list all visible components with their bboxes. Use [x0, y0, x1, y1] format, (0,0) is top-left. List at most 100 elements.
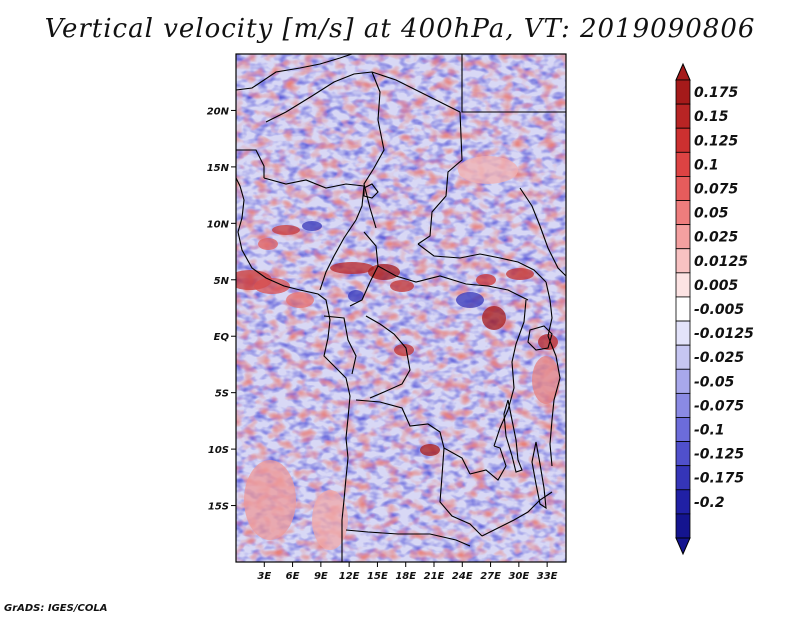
colorbar-level-label: -0.2: [694, 495, 725, 511]
hotspot-blob: [368, 264, 400, 280]
lat-tick-label: 5N: [214, 276, 230, 287]
hotspot-blob: [272, 225, 300, 235]
colorbar-swatch: [675, 441, 691, 467]
colorbar-swatch: [675, 489, 691, 515]
colorbar-swatch: [675, 296, 691, 322]
map-frame: [235, 53, 567, 563]
lon-tick-label: 6E: [286, 571, 300, 582]
colorbar-level-label: 0.05: [694, 206, 729, 222]
longitude-axis: 3E 6E 9E 12E 15E 18E 21E 24E 27E 30E 33E: [257, 562, 558, 582]
hotspot-blob: [302, 221, 322, 231]
colorbar-level-label: 0.025: [694, 230, 739, 246]
hotspot-blob: [476, 274, 496, 286]
hotspot-blob: [456, 292, 484, 308]
hotspot-blob: [254, 278, 290, 294]
colorbar-swatch: [675, 224, 691, 250]
border-uganda-kenya: [545, 281, 553, 337]
hotspot-blob: [258, 238, 278, 250]
border-egypt-sudan: [461, 54, 566, 113]
hotspot-blob: [458, 156, 518, 184]
hotspot-blob: [482, 306, 506, 330]
colorbar-level-label: 0.125: [694, 133, 739, 149]
border-libya-chad: [371, 71, 461, 113]
border-drc-east: [493, 299, 527, 447]
lon-tick-label: 15E: [367, 571, 388, 582]
colorbar-swatch: [675, 320, 691, 346]
colorbar-swatch: [675, 465, 691, 491]
colorbar-level-label: 0.1: [694, 157, 719, 173]
colorbar-level-label: 0.175: [694, 85, 739, 101]
border-niger-nigeria: [263, 177, 365, 189]
lon-tick-label: 18E: [395, 571, 416, 582]
colorbar-swatch: [675, 200, 691, 226]
hotspot-blob: [506, 268, 534, 280]
colorbar-level-label: -0.025: [694, 350, 744, 366]
lon-tick-label: 9E: [314, 571, 328, 582]
border-tanzania: [547, 335, 561, 467]
lon-tick-label: 27E: [480, 571, 501, 582]
lat-tick-label: 10S: [208, 445, 229, 456]
border-sudan-ethiopia: [519, 187, 566, 277]
latitude-axis: 20N 15N 10N 5N EQ 5S 10S 15S: [207, 106, 236, 513]
colorbar-level-label: -0.125: [694, 447, 744, 463]
convection-hotspots: [236, 156, 560, 550]
colorbar-level-label: 0.075: [694, 181, 739, 197]
colorbar-level-label: -0.005: [694, 302, 744, 318]
border-zambia-south: [481, 491, 553, 537]
lat-tick-label: 20N: [207, 106, 230, 117]
lat-tick-label: 5S: [215, 389, 229, 400]
lon-tick-label: 30E: [508, 571, 529, 582]
colorbar-swatch: [675, 79, 691, 105]
border-congo-gabon: [323, 315, 357, 375]
lake-victoria: [527, 325, 553, 351]
lake-malawi: [531, 441, 547, 510]
hotspot-blob: [532, 356, 560, 404]
border-zambia-drc: [469, 445, 507, 481]
colorbar-bottom-arrow: [675, 537, 691, 556]
lon-tick-label: 21E: [424, 571, 445, 582]
lat-tick-label: 15S: [208, 502, 229, 513]
hotspot-blob: [390, 280, 414, 292]
colorbar-swatch: [675, 344, 691, 370]
border-chad-niger: [363, 71, 385, 229]
colorbar-swatch: [675, 417, 691, 442]
lat-tick-label: 15N: [207, 163, 230, 174]
colorbar-level-label: -0.1: [694, 423, 725, 439]
hotspot-blob: [286, 292, 314, 308]
colorbar-level-label: 0.0125: [694, 254, 748, 270]
colorbar-swatch: [675, 248, 691, 274]
hotspot-blob: [244, 460, 296, 540]
border-angola-drc: [355, 399, 471, 475]
lon-tick-label: 33E: [537, 571, 558, 582]
border-algeria-libya: [236, 54, 353, 91]
colorbar-level-label: -0.075: [694, 398, 744, 414]
lake-chad: [363, 183, 379, 199]
hotspot-blob: [420, 444, 440, 456]
border-angola-zambia: [439, 447, 483, 537]
hotspot-blob: [348, 290, 364, 302]
border-congo-drc: [365, 315, 411, 399]
colorbar-swatch: [675, 127, 691, 153]
hotspot-blob: [394, 344, 414, 356]
border-nigeria-cameroon: [319, 185, 365, 291]
lon-tick-label: 12E: [339, 571, 360, 582]
border-sudan-south: [417, 243, 547, 283]
hotspot-blob: [312, 490, 348, 550]
colorbar-swatch: [675, 151, 691, 177]
colorbar-top-arrow: [675, 62, 691, 81]
border-car-drc: [377, 265, 529, 301]
colorbar-swatch: [675, 272, 691, 298]
colorbar-level-label: -0.175: [694, 471, 744, 487]
border-chad-sudan: [417, 111, 463, 245]
lon-tick-label: 3E: [257, 571, 271, 582]
chart-title: Vertical velocity [m/s] at 400hPa, VT: 2…: [44, 14, 756, 44]
colorbar-level-label: 0.15: [694, 109, 729, 125]
border-namibia: [345, 529, 471, 547]
lake-tanganyika: [503, 399, 523, 473]
border-cameroon-car: [349, 231, 379, 307]
hotspot-blob: [538, 334, 558, 350]
colorbar: 0.175 0.15 0.125 0.1 0.075 0.05 0.025 0.0125 0.0…: [675, 62, 754, 556]
border-mali-east: [236, 149, 265, 178]
colorbar-swatch: [675, 368, 691, 394]
